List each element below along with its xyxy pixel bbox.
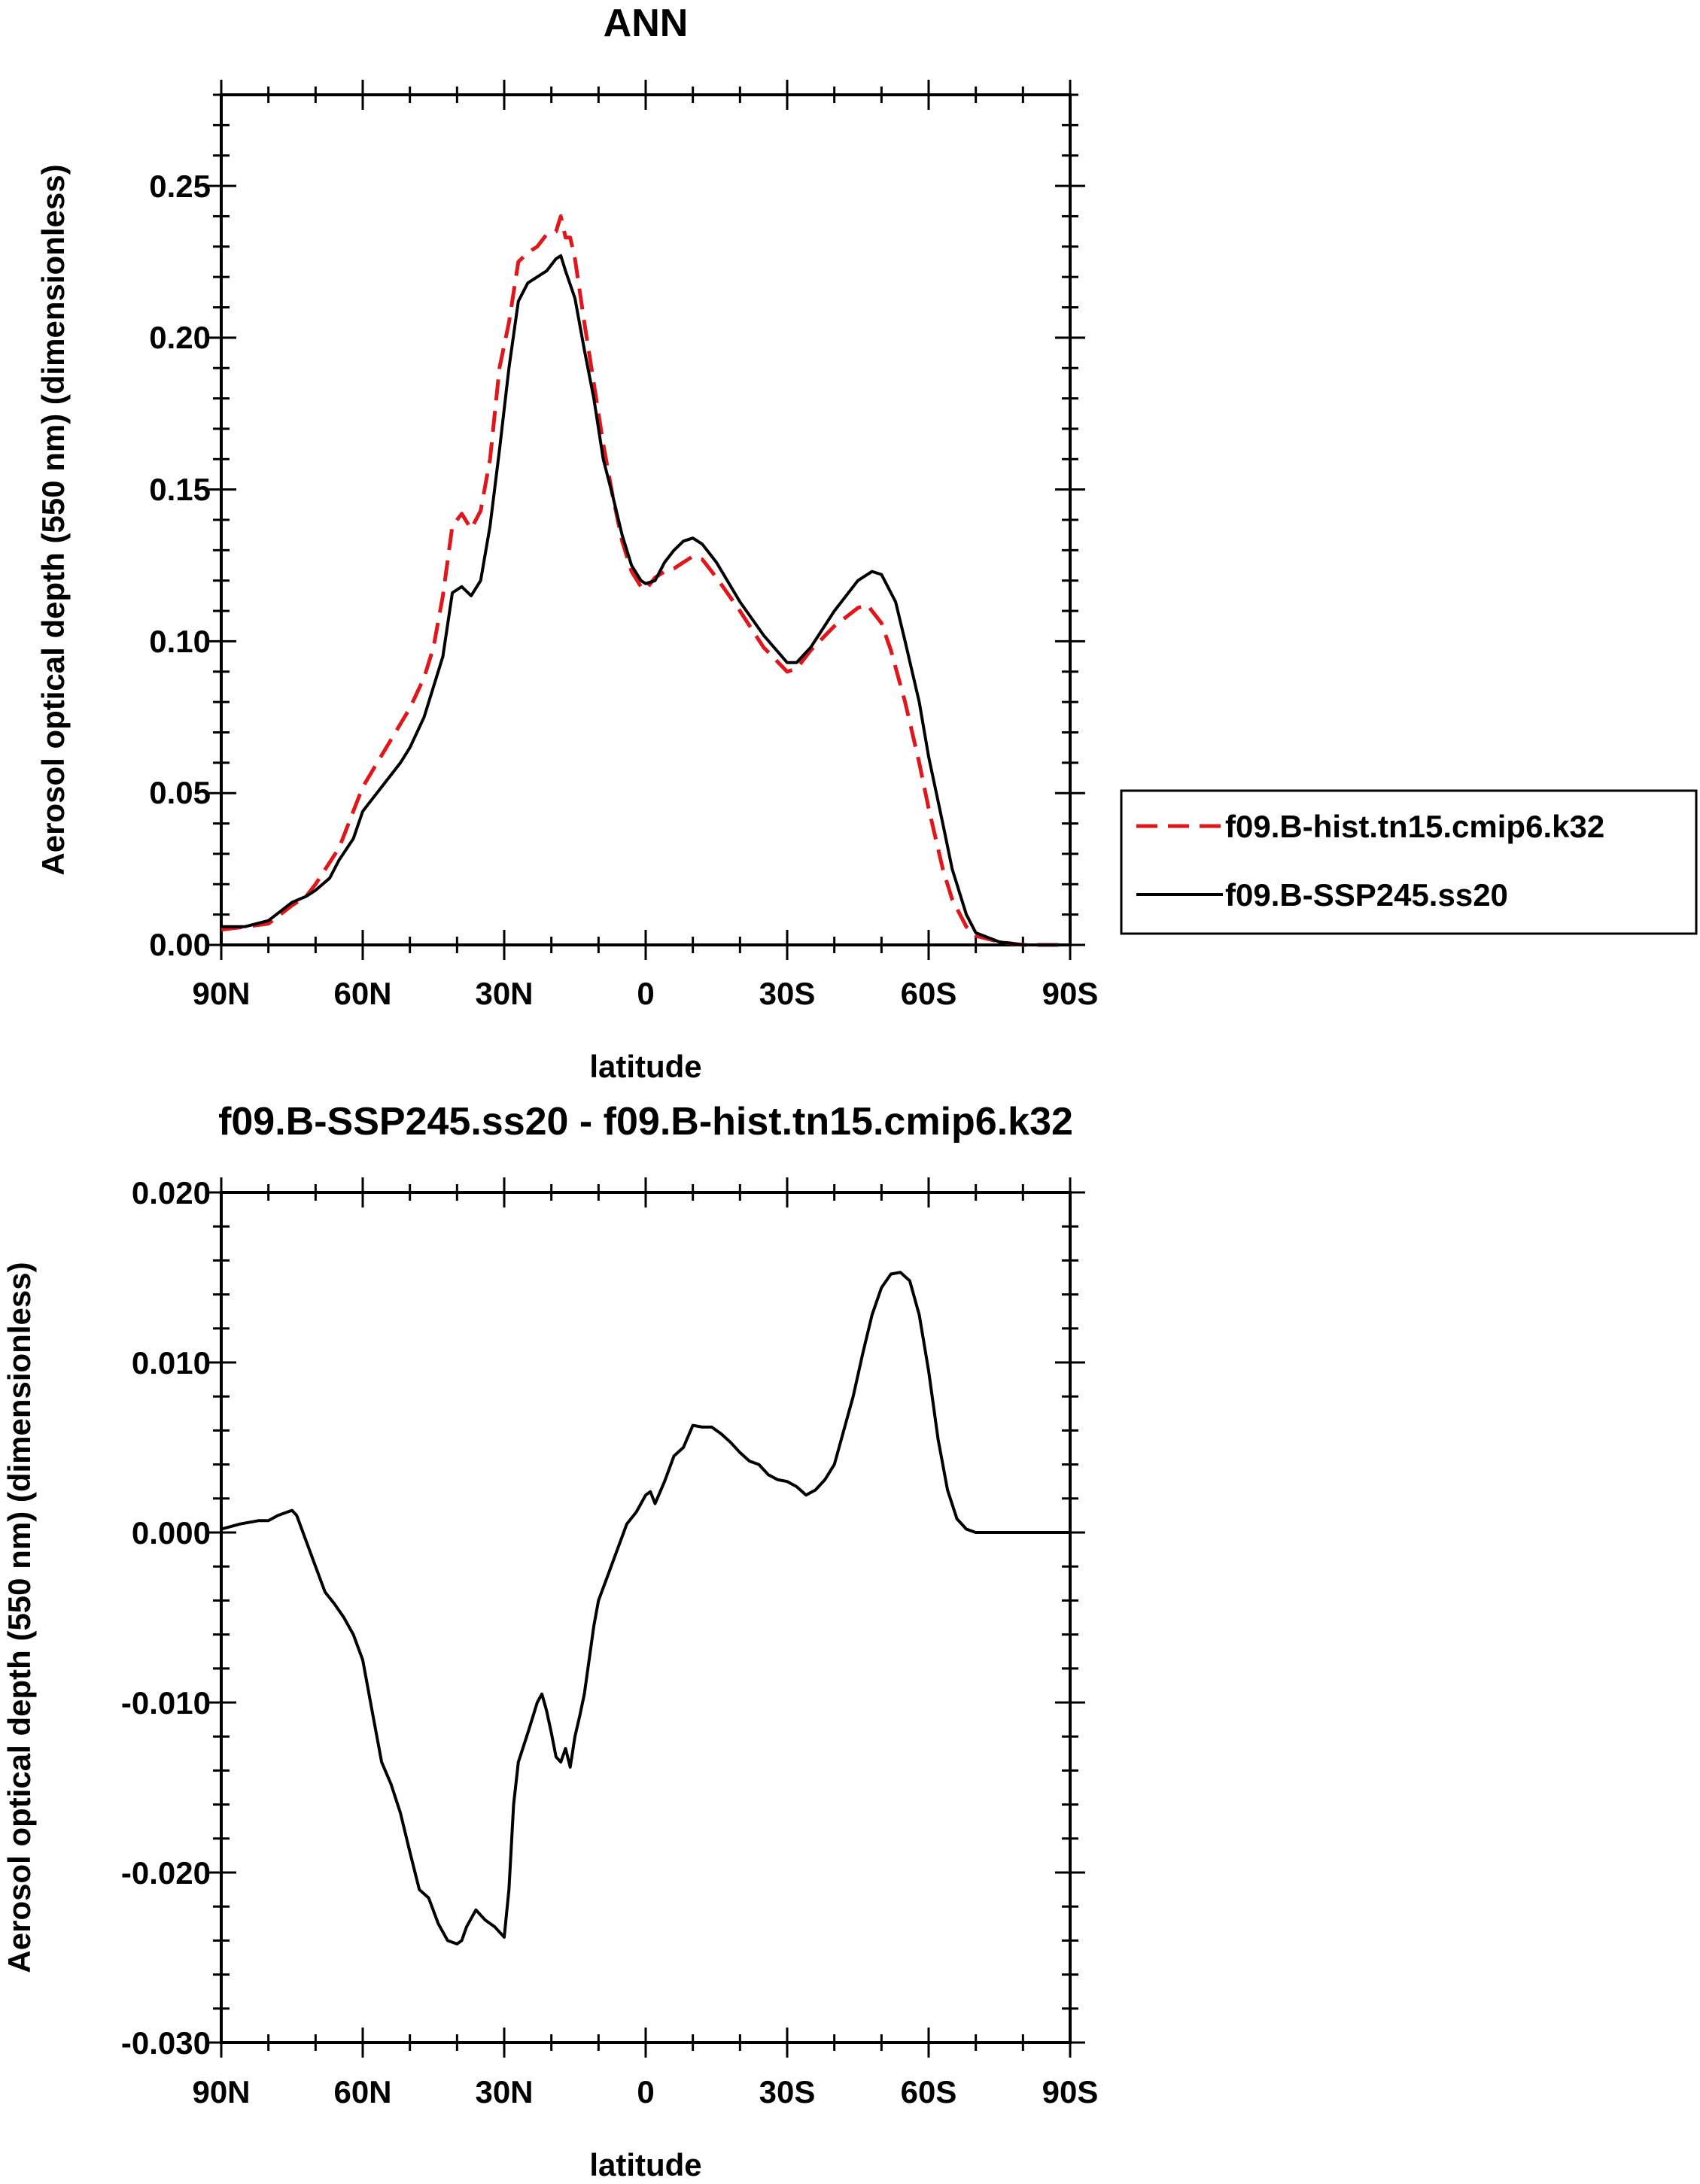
series-line-difference [220, 1271, 1070, 1946]
top-tick-marks [206, 80, 1085, 960]
y-tick-label: 0.25 [149, 169, 211, 204]
series-line-ssp245 [221, 254, 1070, 946]
x-tick-label: 0 [637, 976, 654, 1011]
x-tick-label: 90N [192, 976, 250, 1011]
legend-label-hist: f09.B-hist.tn15.cmip6.k32 [1225, 809, 1604, 844]
y-tick-label: -0.030 [121, 2025, 211, 2061]
y-tick-label: 0.10 [149, 624, 211, 659]
x-tick-label: 30N [475, 2074, 533, 2110]
bottom-x-axis-label: latitude [589, 2147, 701, 2182]
y-tick-label: 0.05 [149, 775, 211, 810]
y-tick-label: -0.010 [121, 1685, 211, 1721]
x-tick-label: 60S [901, 2074, 957, 2110]
bottom-tick-marks [206, 1177, 1085, 2058]
top-chart-title: ANN [604, 2, 689, 45]
y-tick-label: 0.020 [132, 1175, 211, 1210]
top-x-axis-label: latitude [589, 1049, 701, 1084]
legend-label-ssp245: f09.B-SSP245.ss20 [1225, 877, 1508, 913]
legend: f09.B-hist.tn15.cmip6.k32 f09.B-SSP245.s… [1120, 789, 1698, 935]
x-tick-label: 60S [901, 976, 957, 1011]
x-tick-label: 90N [192, 2074, 250, 2110]
x-tick-label: 0 [637, 2074, 654, 2110]
y-tick-label: 0.010 [132, 1345, 211, 1381]
x-tick-label: 90S [1042, 976, 1099, 1011]
y-tick-label: 0.00 [149, 927, 211, 962]
y-tick-label: 0.20 [149, 320, 211, 355]
x-tick-label: 90S [1042, 2074, 1099, 2110]
top-y-axis-label: Aerosol optical depth (550 nm) (dimensio… [35, 164, 71, 875]
top-x-tick-labels: 90N 60N 30N 0 30S 60S 90S [192, 976, 1098, 1011]
bottom-y-axis-label: Aerosol optical depth (550 nm) (dimensio… [2, 1262, 37, 1973]
top-panel: ANN 0.00 0.05 0.10 0.15 0.20 0.25 90N 60… [35, 2, 1698, 1084]
bottom-y-tick-labels: -0.030 -0.020 -0.010 0.000 0.010 0.020 [121, 1175, 211, 2061]
y-tick-label: 0.15 [149, 472, 211, 507]
series-line-hist [220, 214, 1070, 947]
bottom-plot-frame [220, 1191, 1072, 2044]
top-y-tick-labels: 0.00 0.05 0.10 0.15 0.20 0.25 [149, 169, 211, 962]
bottom-panel: f09.B-SSP245.ss20 - f09.B-hist.tn15.cmip… [2, 1100, 1098, 2182]
legend-box [1120, 789, 1698, 935]
x-tick-label: 30N [475, 976, 533, 1011]
x-tick-label: 30S [759, 2074, 816, 2110]
x-tick-label: 60N [333, 2074, 391, 2110]
bottom-chart-title: f09.B-SSP245.ss20 - f09.B-hist.tn15.cmip… [218, 1100, 1073, 1144]
y-tick-label: -0.020 [121, 1855, 211, 1891]
bottom-x-tick-labels: 90N 60N 30N 0 30S 60S 90S [192, 2074, 1098, 2110]
x-tick-label: 30S [759, 976, 816, 1011]
x-tick-label: 60N [333, 976, 391, 1011]
y-tick-label: 0.000 [132, 1515, 211, 1551]
